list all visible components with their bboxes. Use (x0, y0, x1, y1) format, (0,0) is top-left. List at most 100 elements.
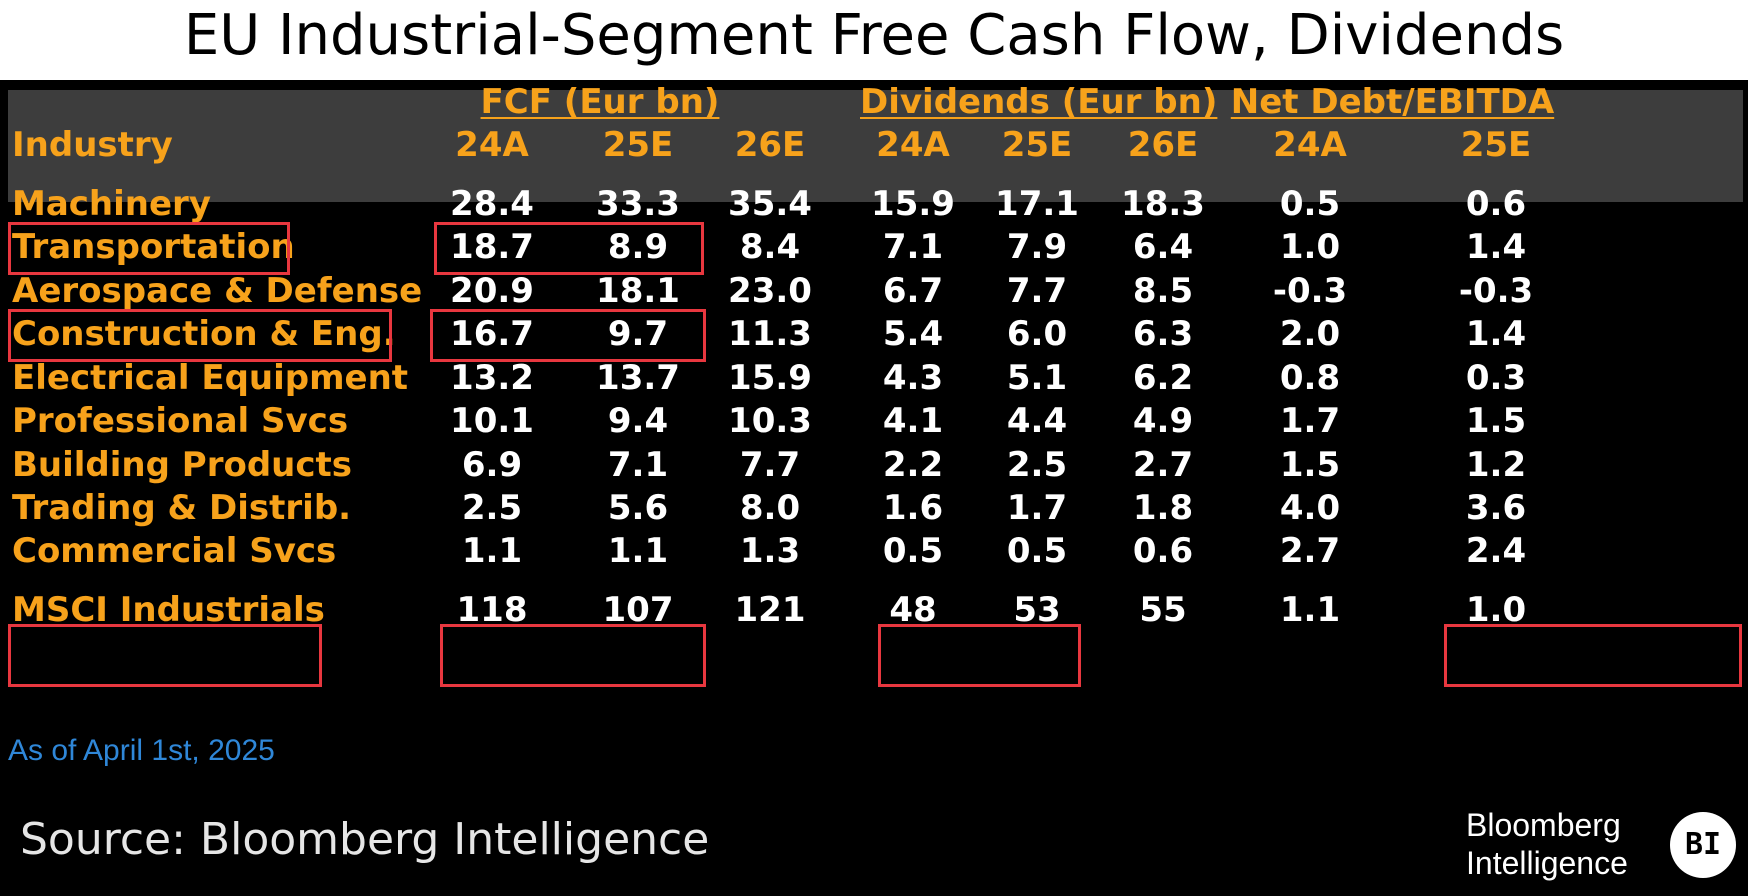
table-cell: 1.1 (461, 531, 523, 571)
industry-label: Electrical Equipment (12, 358, 409, 398)
table-cell: 8.4 (739, 227, 801, 267)
table-cell: 0.5 (1006, 531, 1068, 571)
total-row-cell: 118 (456, 590, 528, 630)
table-cell: 4.4 (1006, 401, 1068, 441)
table-cell: 5.6 (607, 488, 669, 528)
highlight-box (1444, 624, 1742, 687)
total-row-cell: 121 (734, 590, 806, 630)
table-cell: 2.7 (1132, 445, 1194, 485)
highlight-box (8, 624, 322, 687)
total-row-label: MSCI Industrials (12, 590, 325, 630)
industry-label: Aerospace & Defense (12, 271, 423, 311)
chart-title: EU Industrial-Segment Free Cash Flow, Di… (183, 3, 1565, 68)
total-row-cell: 1.0 (1465, 590, 1527, 630)
source-label: Source: Bloomberg Intelligence (20, 814, 710, 865)
table-cell: 11.3 (728, 314, 812, 354)
highlight-box (440, 624, 706, 687)
table-cell: 2.4 (1465, 531, 1527, 571)
table-cell: 1.8 (1132, 488, 1194, 528)
table-cell: 8.0 (739, 488, 801, 528)
table-cell: 0.6 (1465, 184, 1527, 224)
table-cell: 28.4 (450, 184, 534, 224)
table-cell: 1.4 (1465, 227, 1527, 267)
table-cell: 2.5 (1006, 445, 1068, 485)
table-cell: 6.0 (1006, 314, 1068, 354)
table-cell: -0.3 (1272, 271, 1348, 311)
table-cell: 6.7 (882, 271, 944, 311)
highlight-box (434, 222, 704, 275)
total-row-cell: 48 (889, 590, 937, 630)
highlight-box (430, 309, 706, 362)
total-row-cell: 53 (1013, 590, 1061, 630)
table-cell: 6.9 (461, 445, 523, 485)
table-cell: 2.2 (882, 445, 944, 485)
table-cell: 18.1 (596, 271, 680, 311)
table-cell: 2.0 (1279, 314, 1341, 354)
column-group-header: Dividends (Eur bn) (860, 82, 1218, 122)
table-cell: 7.7 (1006, 271, 1068, 311)
bi-badge-icon: BI (1670, 812, 1736, 878)
table-cell: 9.7 (607, 314, 669, 354)
table-cell: 33.3 (596, 184, 680, 224)
table-cell: 35.4 (728, 184, 812, 224)
industry-label: Professional Svcs (12, 401, 349, 441)
table-cell: 5.4 (882, 314, 944, 354)
table-cell: 18.3 (1121, 184, 1205, 224)
highlight-box (878, 624, 1081, 687)
table-cell: 18.7 (450, 227, 534, 267)
as-of-note: As of April 1st, 2025 (8, 734, 275, 767)
table-cell: 2.7 (1279, 531, 1341, 571)
table-cell: 7.1 (882, 227, 944, 267)
logo-line-1: Bloomberg (1466, 807, 1621, 843)
column-header: 24A (876, 125, 950, 165)
table-cell: 8.9 (607, 227, 669, 267)
table-cell: 1.5 (1279, 445, 1341, 485)
industry-label: Trading & Distrib. (12, 488, 352, 528)
table-cell: 10.1 (450, 401, 534, 441)
table-cell: 5.1 (1006, 358, 1068, 398)
table-cell: 17.1 (995, 184, 1079, 224)
table-cell: 4.0 (1279, 488, 1341, 528)
table-cell: 7.9 (1006, 227, 1068, 267)
table-cell: 1.7 (1279, 401, 1341, 441)
highlight-box (8, 222, 290, 275)
industry-label: Building Products (12, 445, 353, 485)
column-header: 25E (1460, 125, 1532, 165)
table-cell: 0.5 (1279, 184, 1341, 224)
table-cell: 1.6 (882, 488, 944, 528)
table-cell: -0.3 (1458, 271, 1534, 311)
column-header: 26E (734, 125, 806, 165)
table-cell: 10.3 (728, 401, 812, 441)
table-cell: 0.5 (882, 531, 944, 571)
table-cell: 13.2 (450, 358, 534, 398)
table-cell: 0.8 (1279, 358, 1341, 398)
table-cell: 9.4 (607, 401, 669, 441)
table-cell: 1.2 (1465, 445, 1527, 485)
table-cell: 15.9 (871, 184, 955, 224)
table-cell: 0.6 (1132, 531, 1194, 571)
table-cell: 1.5 (1465, 401, 1527, 441)
table-cell: 4.1 (882, 401, 944, 441)
column-header: 24A (1273, 125, 1347, 165)
table-cell: 23.0 (728, 271, 812, 311)
total-row-cell: 107 (602, 590, 674, 630)
table-cell: 7.7 (739, 445, 801, 485)
column-group-header: FCF (Eur bn) (480, 82, 720, 122)
logo-line-2: Intelligence (1466, 845, 1628, 881)
table-panel (0, 80, 1748, 896)
industry-label: Commercial Svcs (12, 531, 337, 571)
table-cell: 6.2 (1132, 358, 1194, 398)
table-cell: 16.7 (450, 314, 534, 354)
column-header: 25E (602, 125, 674, 165)
industry-label: Construction & Eng. (12, 314, 396, 354)
table-cell: 7.1 (607, 445, 669, 485)
table-cell: 1.3 (739, 531, 801, 571)
highlight-box (8, 309, 392, 362)
table-cell: 6.3 (1132, 314, 1194, 354)
industry-label: Transportation (12, 227, 295, 267)
table-header-band (8, 90, 1743, 202)
industry-label: Machinery (12, 184, 211, 224)
total-row-cell: 55 (1139, 590, 1187, 630)
bloomberg-intelligence-logo: Bloomberg Intelligence (1466, 806, 1628, 882)
table-cell: 8.5 (1132, 271, 1194, 311)
